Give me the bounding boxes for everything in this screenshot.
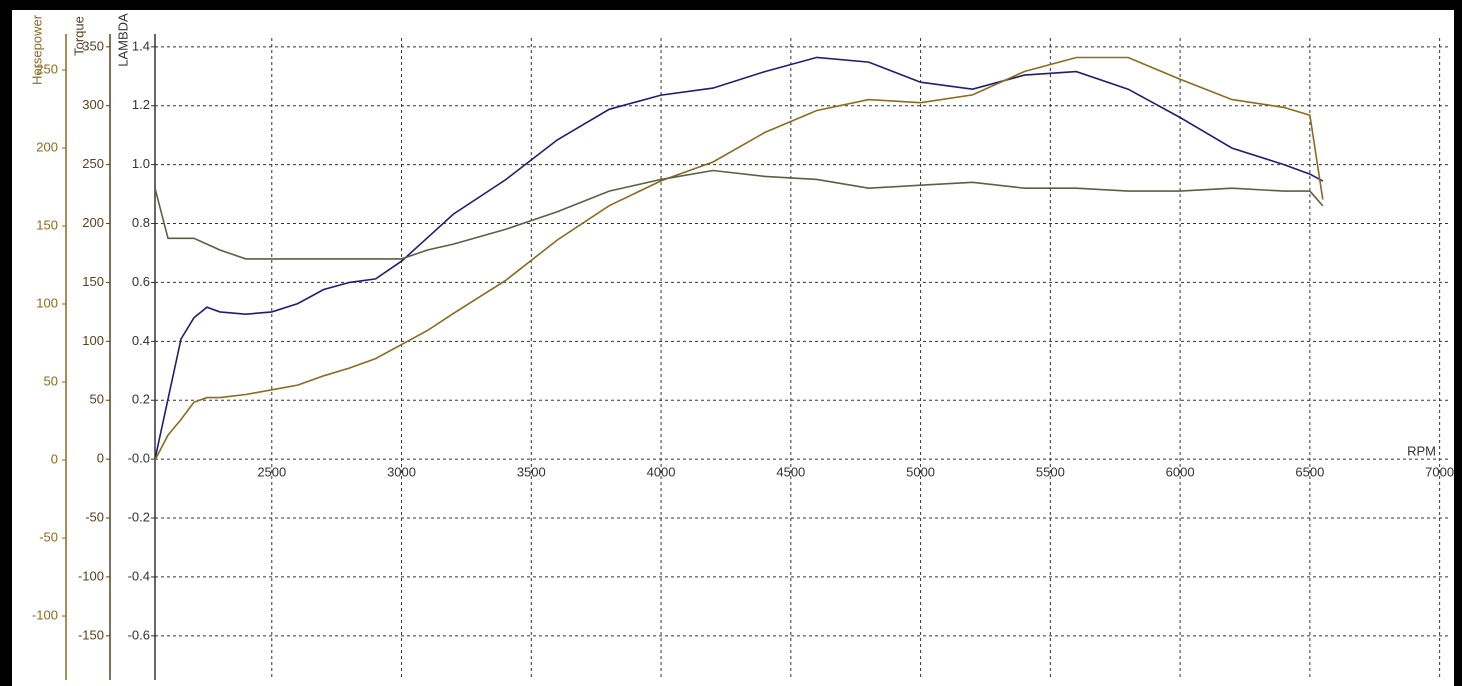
x-axis-title: RPM <box>1407 443 1436 458</box>
y-tick-label: 150 <box>82 274 104 289</box>
y-tick-label: 0 <box>51 451 58 466</box>
y3-axis-title: LAMBDA <box>115 13 130 67</box>
x-tick-label: 2500 <box>257 465 286 480</box>
y-tick-label: -50 <box>85 509 104 524</box>
y-axis-title: Torque <box>71 16 86 56</box>
series-line <box>155 56 1324 461</box>
y-tick-label: 0.2 <box>132 392 150 407</box>
series-line <box>155 56 1324 460</box>
y2-axis-title: Horsepower <box>29 14 44 85</box>
y-tick-label: -100 <box>32 607 58 622</box>
y-tick-label: 300 <box>82 97 104 112</box>
plot-lines <box>155 56 1324 461</box>
x-tick-label: 3500 <box>517 465 546 480</box>
y-tick-label: -150 <box>78 627 104 642</box>
y-tick-label: 100 <box>36 295 58 310</box>
y-tick-label: 1.4 <box>132 38 150 53</box>
y-tick-label: 200 <box>36 139 58 154</box>
y-tick-label: -0.6 <box>128 627 150 642</box>
y-tick-label: -0.2 <box>128 509 150 524</box>
y-tick-label: 0.4 <box>132 333 150 348</box>
x-tick-label: 4000 <box>647 465 676 480</box>
x-tick-label: 6000 <box>1166 465 1195 480</box>
y-tick-label: 250 <box>82 156 104 171</box>
x-tick-label: 5000 <box>906 465 935 480</box>
y-tick-label: -100 <box>78 568 104 583</box>
y-tick-label: 0 <box>97 451 104 466</box>
y-tick-label: 0.6 <box>132 274 150 289</box>
y-tick-label: 350 <box>82 38 104 53</box>
y-tick-label: 200 <box>82 215 104 230</box>
y-tick-label: 100 <box>82 333 104 348</box>
y-tick-label: 50 <box>90 392 104 407</box>
y-tick-label: -0.0 <box>128 451 150 466</box>
y-tick-label: -0.4 <box>128 568 150 583</box>
x-tick-label: 5500 <box>1036 465 1065 480</box>
x-tick-label: 4500 <box>776 465 805 480</box>
x-tick-label: 3000 <box>387 465 416 480</box>
y-tick-label: 250 <box>36 61 58 76</box>
y-tick-label: 0.8 <box>132 215 150 230</box>
y-tick-label: 1.0 <box>132 156 150 171</box>
y-tick-label: 150 <box>36 217 58 232</box>
y-tick-label: 50 <box>44 373 58 388</box>
plot-background <box>12 10 1454 686</box>
y-tick-label: -50 <box>39 529 58 544</box>
y-tick-label: 1.2 <box>132 97 150 112</box>
x-tick-label: 6500 <box>1295 465 1324 480</box>
x-tick-label: 7000 <box>1425 465 1454 480</box>
series-line <box>155 169 1324 260</box>
